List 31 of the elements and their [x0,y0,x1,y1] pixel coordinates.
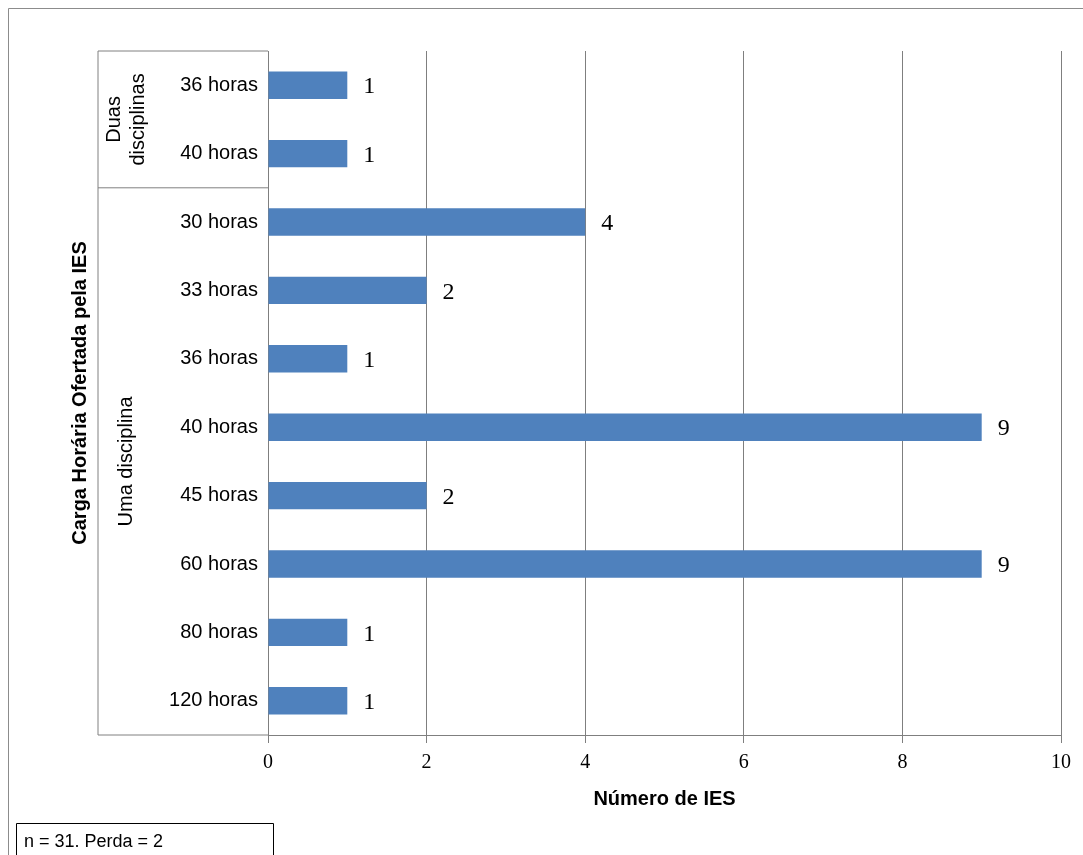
y-tick-label: 36 horas [180,346,258,369]
y-tick-label: 33 horas [180,277,258,300]
data-label: 2 [442,482,455,509]
x-tick-label: 0 [263,750,273,773]
y-tick-label: 80 horas [180,619,258,642]
x-tick-label: 10 [1051,750,1071,773]
data-label: 1 [363,346,376,373]
data-label: 1 [363,688,376,715]
x-axis-title: Número de IES [593,786,736,809]
x-tick-label: 8 [897,750,908,773]
data-label: 1 [363,619,376,646]
data-label: 9 [997,551,1010,578]
x-tick-label: 6 [738,750,749,773]
text: n = 31. Perda = 2 [24,830,164,851]
y-tick-label: 60 horas [180,551,258,574]
text: Duas disciplinas [101,73,148,166]
y-tick-label: 30 horas [180,209,258,232]
x-tick-label: 4 [580,750,591,773]
y-tick-label: 120 horas [169,688,258,711]
data-label: 2 [442,277,455,304]
y-axis-title: Carga Horária Ofertada pela IES [67,241,90,545]
y-tick-label: 36 horas [180,72,258,95]
text: Uma disciplina [113,395,136,527]
data-label: 1 [363,140,376,167]
data-label: 9 [997,414,1010,441]
data-label: 1 [363,72,376,99]
y-tick-label: 45 horas [180,483,258,506]
data-label: 4 [601,209,614,236]
x-tick-label: 2 [421,750,432,773]
y-tick-label: 40 horas [180,414,258,437]
y-tick-label: 40 horas [180,141,258,164]
